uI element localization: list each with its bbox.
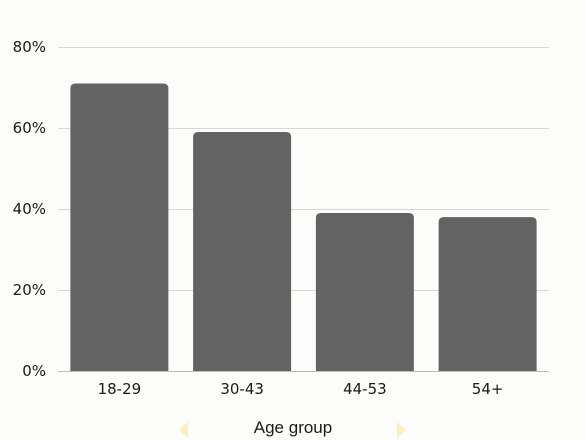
bar [193,132,292,371]
bar [70,83,169,371]
bar [438,217,537,371]
chevron-right-icon[interactable] [397,422,406,438]
y-tick-label: 0% [22,362,46,380]
x-tick-label: 44-53 [343,380,387,398]
y-tick-label: 40% [13,200,46,218]
chevron-left-icon[interactable] [179,422,188,438]
x-axis-ticks: 18-29 30-43 44-53 54+ [98,380,504,398]
y-tick-label: 60% [13,119,46,137]
y-axis-ticks: 0% 20% 40% 60% 80% [13,38,46,380]
x-tick-label: 18-29 [98,380,142,398]
y-tick-label: 20% [13,281,46,299]
bar [315,213,414,371]
x-tick-label: 30-43 [220,380,264,398]
x-axis-title: Age group [254,418,332,437]
y-tick-label: 80% [13,38,46,56]
bars [70,83,537,371]
x-tick-label: 54+ [472,380,504,398]
